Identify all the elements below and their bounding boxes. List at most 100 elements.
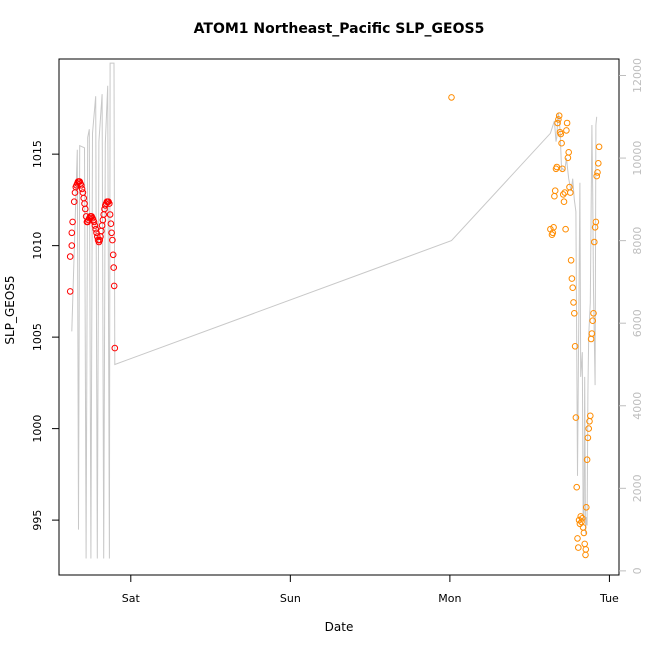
chart-title: ATOM1 Northeast_Pacific SLP_GEOS5 [194,21,485,37]
orange-point [587,412,594,420]
y2-tick-label: 4000 [631,392,644,420]
orange-point [584,434,592,442]
x-tick-label: Tue [599,592,619,605]
orange-point [583,504,590,511]
x-axis-label: Date [325,620,354,634]
orange-point [593,172,601,180]
red-point [107,220,115,227]
x-tick-label: Mon [438,592,461,605]
y-tick-label: 995 [31,510,44,531]
orange-point [595,143,603,151]
orange-point [582,546,590,553]
red-point [92,225,99,233]
orange-point [555,116,562,123]
orange-point [564,154,572,162]
red-point [100,211,107,218]
right-axis: 0 2000 4000 6000 8000 10000 12000 [619,58,644,574]
orange-point [563,119,571,127]
y2-tick-label: 2000 [631,474,644,502]
orange-point [583,456,591,464]
orange-point [572,414,580,421]
orange-point [571,310,578,317]
orange-point [551,192,558,200]
y-tick-label: 1015 [31,140,44,168]
y2-tick-label: 12000 [631,58,644,93]
orange-point [589,317,597,325]
orange-point [560,198,568,205]
orange-point [557,130,565,138]
x-tick-label: Sat [122,592,141,605]
red-point [69,218,76,226]
red-point [68,229,76,237]
orange-point [559,191,567,198]
orange-point [580,529,588,537]
red-point [68,242,76,249]
y2-tick-label: 8000 [631,227,644,255]
y2-tick-label: 0 [631,567,644,574]
orange-point [553,163,561,171]
orange-point [568,275,576,282]
orange-point [575,544,582,551]
orange-point [574,535,581,542]
y2-tick-label: 6000 [631,309,644,337]
bottom-axis: Sat Sun Mon Tue [122,575,619,605]
red-point [78,185,86,193]
red-point [70,198,78,205]
orange-point [582,551,589,559]
y-tick-label: 1010 [31,232,44,260]
red-point [90,218,98,226]
orange-point [571,343,579,350]
orange-point [588,330,596,337]
left-axis: 995 1000 1005 1010 1015 [31,140,59,531]
orange-point [562,225,569,233]
red-point [109,251,117,259]
orange-point [594,169,601,176]
red-point [66,288,74,295]
orange-point [592,218,600,226]
red-point [108,229,115,237]
orange-point [559,165,566,173]
y-tick-label: 1005 [31,323,44,351]
orange-point [590,310,597,317]
orange-point [569,284,577,292]
red-point [82,205,89,213]
plot-frame [58,58,620,576]
points-layer [66,94,603,559]
orange-point [565,149,573,156]
orange-point [570,299,577,306]
x-tick-label: Sun [280,592,301,605]
orange-point [595,160,602,167]
y-axis-label: SLP_GEOS5 [3,275,17,344]
orange-point [585,425,593,432]
y2-tick-label: 10000 [631,141,644,176]
red-point [96,236,103,244]
orange-point [448,94,455,101]
orange-point [550,224,557,231]
orange-point [567,189,574,196]
red-point [110,282,118,290]
orange-point [563,127,570,134]
orange-point [591,238,598,246]
orange-point [579,515,586,522]
orange-point [554,119,561,127]
orange-point [581,540,589,548]
red-point [110,264,117,271]
orange-point [555,112,563,119]
orange-point [567,257,575,264]
red-point [111,344,119,352]
red-point [106,200,113,207]
red-point [80,194,87,202]
red-point [91,222,99,229]
secondary-line [71,62,598,559]
red-point [109,236,116,244]
orange-point [551,187,559,194]
red-point [98,227,105,235]
y-tick-label: 1000 [31,415,44,443]
orange-point [573,483,581,491]
orange-point [558,139,565,147]
red-point [66,253,74,260]
secondary-line-layer [71,62,598,559]
red-point [78,182,85,189]
